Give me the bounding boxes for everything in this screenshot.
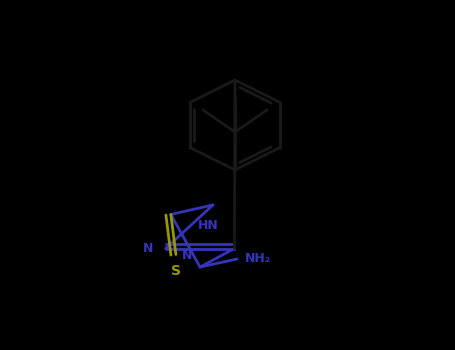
Text: N: N: [182, 249, 192, 262]
Text: S: S: [171, 265, 181, 279]
Text: N: N: [143, 242, 153, 255]
Text: HN: HN: [197, 219, 218, 232]
Text: NH₂: NH₂: [245, 252, 271, 266]
